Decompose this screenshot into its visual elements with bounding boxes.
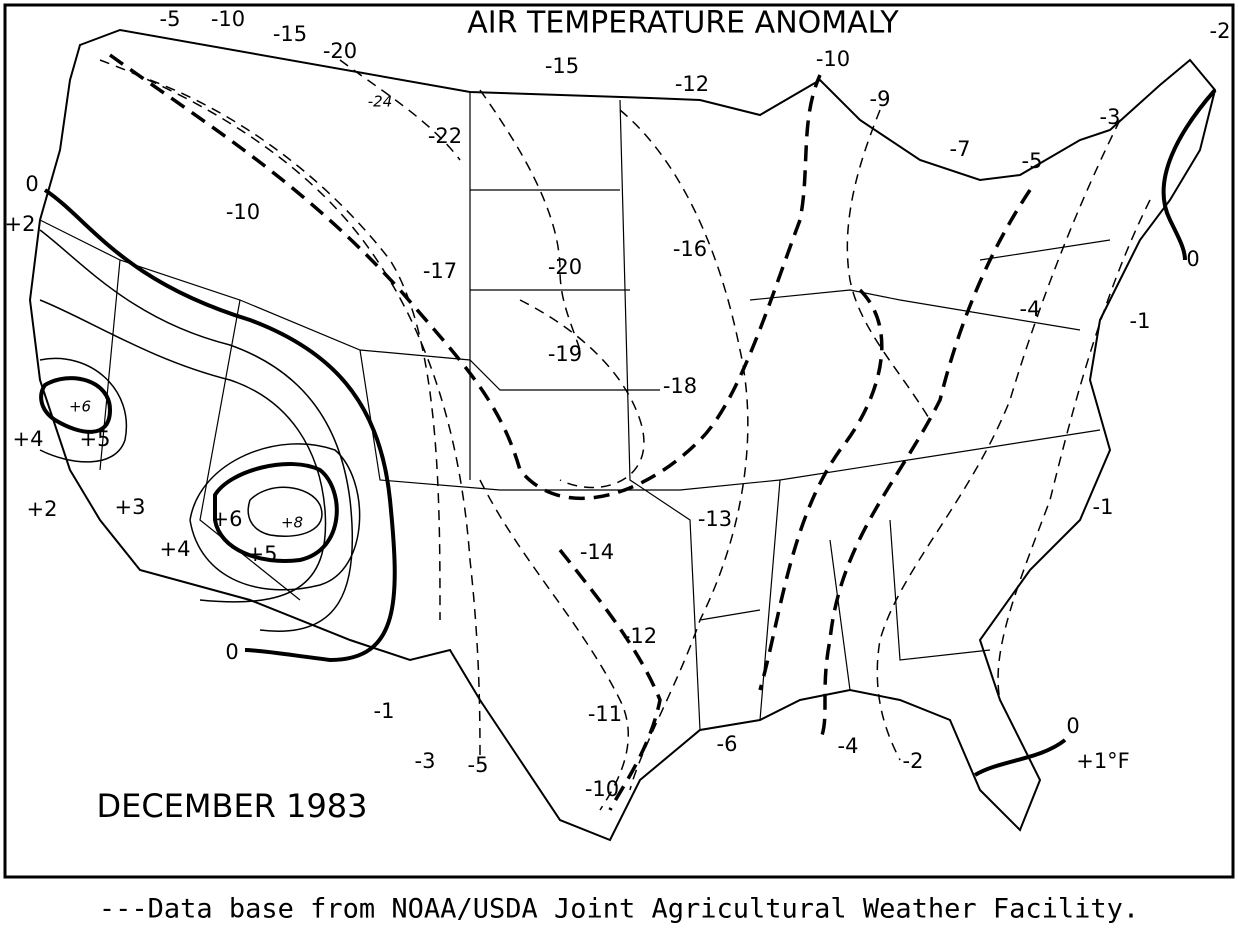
contour [39, 357, 128, 463]
contour [519, 299, 645, 489]
contour-label: -22 [428, 124, 462, 148]
contour-label: -14 [580, 540, 614, 564]
contour-label: -20 [323, 39, 357, 63]
contour-plus-six-west [39, 376, 113, 434]
contour [189, 443, 361, 591]
contour-label: +1°F [1076, 749, 1130, 773]
contour [479, 89, 581, 351]
contour [846, 109, 931, 421]
contour [997, 199, 1151, 701]
contour [619, 109, 749, 791]
contour-label: -6 [717, 732, 738, 756]
contour-label: -17 [423, 259, 457, 283]
contour [108, 53, 822, 501]
contour-label: 0 [1066, 714, 1079, 738]
contour-label: -2 [1210, 19, 1231, 43]
contour-label: +2 [27, 497, 58, 521]
map-title: AIR TEMPERATURE ANOMALY [467, 6, 899, 41]
contour-label: -1 [374, 699, 395, 723]
contour-label: -19 [548, 342, 582, 366]
contour-label: -5 [468, 753, 489, 777]
contour-label: -10 [585, 777, 619, 801]
contour [876, 119, 1121, 761]
contours [39, 53, 1217, 811]
contour-label: -3 [415, 749, 436, 773]
us-outline [28, 28, 1217, 842]
contour-zero-maine [1161, 88, 1217, 261]
contour-label: +2 [5, 212, 36, 236]
contour-label: -12 [675, 72, 709, 96]
contour-label: -20 [548, 255, 582, 279]
contour-label: -10 [226, 200, 260, 224]
contour-label: -15 [273, 22, 307, 46]
contour-label: -1 [1130, 309, 1151, 333]
contour-label: -9 [870, 87, 891, 111]
contour-label: +8 [281, 514, 303, 532]
basemap [28, 28, 1217, 842]
contour-label: 0 [25, 172, 38, 196]
contour-label: -10 [816, 47, 850, 71]
contour [758, 288, 884, 691]
contour-label: +5 [247, 542, 278, 566]
contour-label: -4 [838, 734, 859, 758]
contour-label: -1 [1093, 495, 1114, 519]
contour-label: -5 [1022, 149, 1043, 173]
contour-label: -3 [1100, 105, 1121, 129]
contour-zero-west [43, 188, 397, 663]
frame [3, 3, 1235, 879]
contour [247, 486, 323, 537]
date-label: DECEMBER 1983 [96, 787, 367, 825]
contour-label: -15 [545, 54, 579, 78]
contour-label: -16 [673, 237, 707, 261]
contour-label: -11 [588, 702, 622, 726]
contour-label: -7 [950, 137, 971, 161]
contour [479, 479, 629, 811]
contour-label: 0 [1186, 247, 1199, 271]
contour-label: -10 [211, 7, 245, 31]
contour-label: -12 [623, 624, 657, 648]
contour-label: +4 [160, 537, 191, 561]
contour [149, 79, 441, 621]
contour-label: +3 [115, 495, 146, 519]
contour [39, 299, 327, 603]
contour-label: -5 [160, 7, 181, 31]
contour [99, 59, 481, 761]
contour-label: +6 [212, 507, 243, 531]
contour-zero-florida [973, 738, 1067, 777]
contour-label: -18 [663, 374, 697, 398]
state-borders [39, 92, 1111, 731]
contour-label: -13 [698, 507, 732, 531]
contour [39, 229, 354, 632]
contour-labels: -5 -10 -15 -20 -24 -22 -15 -12 -10 -9 -7… [5, 7, 1231, 801]
contour [339, 59, 461, 161]
contour [558, 548, 662, 811]
contour-label: +4 [13, 427, 44, 451]
caption: ---Data base from NOAA/USDA Joint Agricu… [99, 894, 1139, 925]
contour-label: -4 [1020, 297, 1041, 321]
contour-label: -2 [903, 749, 924, 773]
contour-label: 0 [225, 640, 238, 664]
contour-label: +5 [80, 427, 111, 451]
contour-plus-six-east [213, 462, 339, 563]
contour-label: -24 [368, 93, 393, 111]
contour-label: +6 [69, 398, 91, 416]
contour [818, 189, 1032, 741]
